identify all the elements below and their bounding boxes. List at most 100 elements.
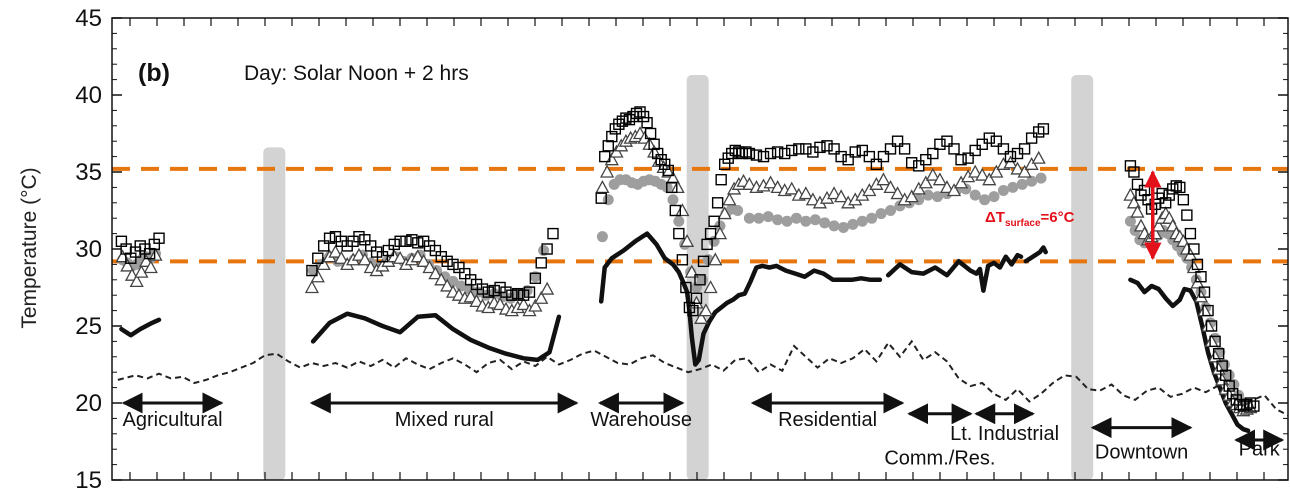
y-tick-label: 25 — [75, 313, 102, 340]
square-point — [306, 264, 318, 277]
square-point — [1170, 180, 1182, 192]
triangle-point — [939, 180, 955, 194]
grey-circle-point — [753, 212, 765, 224]
square-point — [1025, 132, 1038, 144]
surface-temperature-line — [598, 231, 883, 367]
square-point — [1124, 160, 1137, 172]
delta-sub: surface — [1005, 218, 1041, 229]
y-tick-label: 30 — [75, 236, 102, 263]
square-point — [353, 230, 365, 243]
square-point — [662, 164, 674, 177]
square-point — [877, 150, 890, 163]
zone-group: Warehouse — [590, 392, 692, 431]
square-point — [786, 144, 798, 157]
triangle-point — [925, 167, 940, 181]
triangle-point — [134, 264, 149, 278]
grey-circle-point — [932, 191, 944, 203]
y-axis-label: Temperature (°C) — [18, 167, 41, 328]
grey-circle-point — [828, 220, 840, 232]
square-point — [863, 150, 876, 163]
square-point — [920, 153, 932, 166]
square-point — [1128, 166, 1140, 178]
triangle-point — [703, 280, 718, 294]
grey-circle-point — [922, 189, 934, 201]
grey-circle-point — [1223, 369, 1235, 381]
square-point — [997, 143, 1010, 155]
square-point — [743, 147, 756, 160]
square-point — [365, 240, 377, 252]
triangle-point — [143, 260, 158, 274]
grey-circle-point — [696, 274, 708, 286]
triangle-point — [717, 206, 732, 220]
triangle-point — [834, 189, 849, 203]
square-point — [1004, 150, 1017, 163]
triangle-point — [540, 281, 555, 295]
grey-circle-point — [847, 218, 859, 230]
square-point — [1191, 258, 1204, 271]
square-point — [962, 152, 974, 164]
triangle-point — [1017, 164, 1032, 178]
square-point — [666, 181, 678, 194]
square-point — [623, 113, 636, 126]
axes: 15 20 25 30 35 40 45 — [75, 5, 1289, 493]
square-point — [842, 153, 854, 166]
square-point — [453, 261, 465, 274]
grey-circle-point — [819, 217, 831, 229]
square-point — [835, 150, 847, 163]
delta-value: =6°C — [1041, 209, 1075, 226]
square-point — [934, 138, 946, 150]
zone-group: Mixed rural — [309, 392, 579, 431]
square-point — [891, 135, 904, 147]
triangle-point — [1193, 289, 1209, 303]
grey-circle-point — [837, 221, 849, 233]
square-point — [394, 235, 406, 248]
square-point — [641, 117, 653, 129]
triangle-point — [410, 249, 425, 263]
square-point — [1131, 178, 1144, 191]
square-point — [323, 232, 336, 244]
grey-circle-point — [1016, 178, 1028, 190]
square-point — [771, 146, 784, 158]
grey-circle-point — [1026, 175, 1038, 187]
square-point — [697, 255, 710, 268]
square-point — [476, 283, 489, 295]
y-tick-label: 40 — [75, 82, 102, 109]
square-point — [913, 160, 925, 172]
square-point — [517, 289, 530, 301]
square-point — [529, 272, 542, 284]
grey-circle-point — [856, 215, 868, 227]
square-point — [153, 232, 165, 244]
square-point — [1216, 360, 1228, 372]
grey-circle-point — [772, 214, 784, 226]
square-point — [673, 227, 685, 240]
triangle-point — [428, 266, 443, 280]
triangle-point — [698, 303, 713, 317]
surface-temperature-line — [310, 311, 562, 363]
square-point — [523, 286, 536, 298]
square-point — [602, 140, 614, 152]
square-point — [948, 143, 960, 155]
triangle-point — [679, 233, 695, 247]
triangle-point — [351, 247, 367, 261]
square-point — [1212, 348, 1225, 360]
gap-bar — [263, 147, 286, 481]
zone-group: Comm./Res. — [884, 403, 995, 470]
grey-circle-point — [997, 184, 1009, 196]
triangle-point — [918, 175, 933, 189]
triangle-point — [722, 192, 737, 206]
square-point — [1188, 243, 1200, 255]
y-tick-label: 15 — [75, 467, 102, 493]
square-point — [500, 286, 512, 298]
triangle-point — [932, 172, 947, 186]
grey-circle-point — [979, 194, 991, 206]
triangle-point — [890, 186, 905, 200]
square-point — [388, 238, 400, 251]
grey-circle-point — [667, 194, 679, 206]
triangle-point — [712, 226, 728, 240]
zone-label: Agricultural — [123, 409, 223, 431]
triangle-point — [463, 289, 478, 303]
square-point — [1227, 388, 1239, 400]
triangle-point — [357, 252, 372, 266]
square-point — [376, 250, 389, 263]
